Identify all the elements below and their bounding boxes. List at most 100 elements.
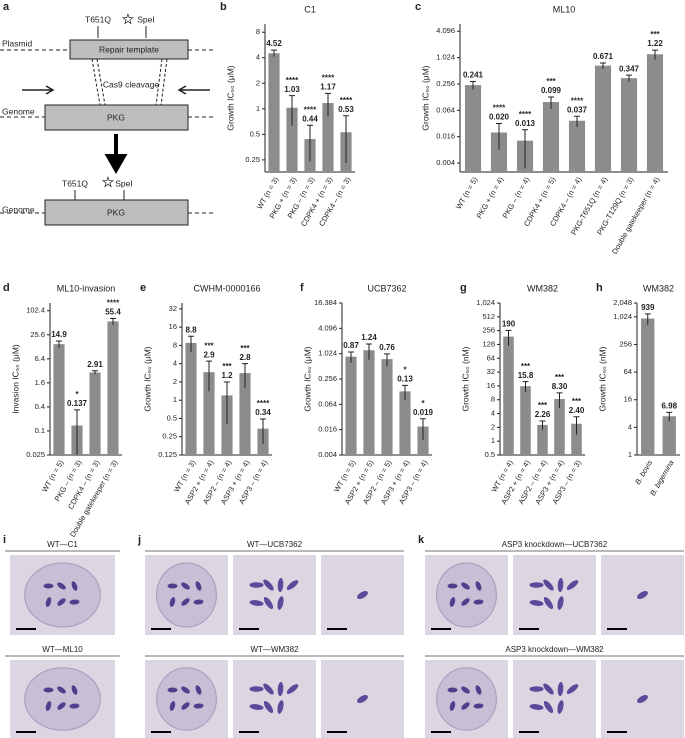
value-label: 2.9 bbox=[203, 350, 215, 359]
y-tick-label: 256 bbox=[482, 326, 495, 335]
y-tick-label: 32 bbox=[487, 367, 495, 376]
site-label: SpeI bbox=[115, 178, 133, 188]
y-tick-label: 16 bbox=[624, 395, 632, 404]
parasite bbox=[557, 700, 564, 714]
significance-label: **** bbox=[107, 299, 120, 308]
y-tick-label: 16.384 bbox=[314, 298, 337, 307]
bar bbox=[520, 386, 531, 455]
y-tick-label: 256 bbox=[619, 339, 632, 348]
bar bbox=[503, 336, 514, 455]
value-label: 6.98 bbox=[661, 401, 677, 410]
y-axis-label: Growth IC₅₀ (nM) bbox=[460, 346, 470, 411]
y-tick-label: 0.125 bbox=[158, 450, 177, 459]
value-label: 0.020 bbox=[489, 113, 510, 122]
error-bar bbox=[470, 81, 476, 90]
parasite bbox=[71, 685, 78, 695]
bar bbox=[185, 342, 197, 455]
bar bbox=[381, 359, 393, 455]
panel-label: e bbox=[140, 282, 146, 294]
significance-label: *** bbox=[650, 30, 660, 39]
y-tick-label: 128 bbox=[482, 339, 495, 348]
value-label: 55.4 bbox=[105, 308, 121, 317]
bar bbox=[646, 54, 664, 172]
parasite bbox=[461, 582, 470, 590]
bar bbox=[542, 102, 560, 172]
significance-label: **** bbox=[519, 110, 532, 119]
parasite bbox=[167, 687, 178, 693]
value-label: 0.53 bbox=[338, 105, 354, 114]
bar bbox=[345, 356, 357, 455]
micrograph bbox=[233, 555, 316, 635]
bar bbox=[568, 120, 586, 172]
parasite bbox=[277, 682, 284, 696]
y-tick-label: 2 bbox=[491, 422, 495, 431]
y-tick-label: 4 bbox=[491, 409, 495, 418]
significance-label: * bbox=[75, 390, 79, 399]
star: ★ bbox=[122, 11, 134, 26]
y-tick-label: 0.5 bbox=[485, 450, 495, 459]
y-tick-label: 0.016 bbox=[436, 132, 455, 141]
value-label: 0.347 bbox=[619, 64, 640, 73]
value-label: 0.013 bbox=[515, 119, 536, 128]
panel-label: b bbox=[220, 1, 227, 13]
parasite bbox=[529, 582, 544, 588]
error-bar bbox=[343, 115, 349, 163]
error-bar bbox=[548, 96, 554, 109]
parasite bbox=[57, 686, 66, 694]
error-bar bbox=[307, 124, 313, 162]
bar bbox=[268, 53, 280, 172]
y-tick-label: 0.25 bbox=[245, 155, 260, 164]
parasite bbox=[557, 578, 564, 592]
error-bar bbox=[366, 343, 372, 360]
value-label: 4.52 bbox=[266, 39, 282, 48]
value-label: 2.26 bbox=[535, 410, 551, 419]
y-tick-label: 0.1 bbox=[35, 426, 45, 435]
value-label: 1.17 bbox=[320, 83, 336, 92]
parasite bbox=[475, 581, 482, 591]
y-axis-label: Growth IC₅₀ (μM) bbox=[302, 346, 312, 411]
micrograph-title: WT—ML10 bbox=[42, 645, 83, 654]
parasite bbox=[449, 597, 456, 607]
parasite bbox=[543, 579, 554, 591]
box bbox=[69, 39, 189, 60]
bar bbox=[662, 416, 676, 455]
micrograph-title: WT—WM382 bbox=[251, 645, 300, 654]
value-label: 0.87 bbox=[343, 341, 359, 350]
box bbox=[44, 104, 189, 131]
error-bar bbox=[556, 392, 563, 408]
bar bbox=[89, 372, 101, 455]
value-label: 0.241 bbox=[463, 71, 484, 80]
error-bar bbox=[110, 318, 116, 325]
micrograph bbox=[233, 660, 316, 738]
value-label: 0.13 bbox=[397, 375, 413, 384]
parasite bbox=[45, 597, 52, 607]
bar bbox=[641, 318, 655, 455]
parasite bbox=[543, 701, 554, 713]
error-bar bbox=[505, 329, 512, 346]
parasite bbox=[169, 597, 176, 607]
bar bbox=[203, 372, 215, 455]
error-bar bbox=[573, 416, 580, 435]
y-tick-label: 25.6 bbox=[30, 330, 45, 339]
bar bbox=[594, 65, 612, 172]
arrow bbox=[22, 85, 55, 95]
error-bar bbox=[652, 49, 658, 60]
parasite bbox=[181, 582, 190, 590]
panel-label: d bbox=[3, 282, 10, 294]
box bbox=[44, 199, 189, 226]
value-label: 2.8 bbox=[239, 353, 251, 362]
bar bbox=[239, 373, 251, 455]
significance-label: *** bbox=[521, 362, 531, 371]
bar bbox=[107, 321, 119, 455]
chart-title: WM382 bbox=[527, 283, 558, 293]
y-tick-label: 0.025 bbox=[26, 450, 45, 459]
bar bbox=[53, 344, 65, 455]
parasite bbox=[263, 597, 274, 609]
bar bbox=[322, 103, 334, 172]
panel-label: i bbox=[3, 534, 6, 546]
bar bbox=[399, 391, 411, 455]
value-label: 8.30 bbox=[552, 382, 568, 391]
bar bbox=[537, 424, 548, 455]
significance-label: **** bbox=[493, 104, 506, 113]
panel-label: a bbox=[3, 1, 10, 13]
